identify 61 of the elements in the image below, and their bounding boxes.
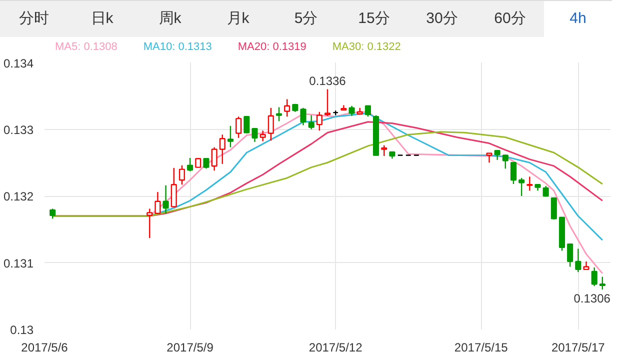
candlestick bbox=[219, 134, 226, 165]
y-tick-label: 0.133 bbox=[3, 122, 34, 137]
y-tick-label: 0.13 bbox=[10, 323, 34, 337]
candlestick bbox=[162, 184, 169, 214]
candlestick bbox=[308, 114, 314, 130]
text: 60分 bbox=[476, 1, 544, 37]
candlestick bbox=[567, 242, 574, 268]
candlestick bbox=[50, 208, 56, 220]
candlestick bbox=[575, 248, 582, 273]
candlestick bbox=[268, 107, 274, 142]
text: 15分 bbox=[340, 1, 408, 37]
candlestick bbox=[300, 107, 306, 126]
text: MA5: 0.1308 bbox=[55, 41, 118, 53]
candlestick bbox=[348, 105, 355, 116]
candlestick bbox=[550, 197, 557, 220]
y-tick-label: 0.131 bbox=[3, 256, 34, 270]
candlestick bbox=[187, 157, 194, 172]
text: MA20: 0.1319 bbox=[238, 41, 306, 53]
candlestick bbox=[518, 177, 525, 197]
x-tick-label: 2017/5/15 bbox=[454, 340, 508, 354]
candlestick bbox=[170, 167, 177, 208]
text: 分时 bbox=[0, 1, 68, 37]
candlestick bbox=[316, 111, 322, 132]
candlestick bbox=[486, 152, 492, 164]
candlestick bbox=[381, 144, 388, 157]
candlestick bbox=[211, 146, 218, 172]
text: 30分 bbox=[408, 1, 476, 37]
candlestick bbox=[284, 98, 290, 118]
candlestick bbox=[591, 266, 598, 287]
candlestick bbox=[494, 150, 500, 161]
candlestick bbox=[244, 115, 250, 134]
candlestick bbox=[260, 130, 266, 142]
candlestick bbox=[203, 158, 210, 170]
candlestick bbox=[364, 105, 371, 118]
candlestick bbox=[599, 276, 606, 290]
candlestick bbox=[178, 164, 185, 186]
candlestick bbox=[510, 162, 516, 185]
candlestick bbox=[236, 116, 242, 139]
y-tick-label: 0.132 bbox=[3, 190, 34, 204]
text: 4h bbox=[544, 1, 612, 37]
candlestick bbox=[146, 208, 153, 239]
candlestick bbox=[324, 88, 331, 116]
candlestick bbox=[227, 125, 234, 148]
text: 日k bbox=[68, 1, 136, 37]
y-tick-label: 0.134 bbox=[3, 56, 34, 70]
x-tick-label: 2017/5/6 bbox=[21, 340, 68, 354]
annotation: 0.1306 bbox=[574, 291, 611, 306]
x-tick-label: 2017/5/12 bbox=[308, 340, 363, 354]
x-tick-label: 2017/5/17 bbox=[551, 340, 606, 354]
text: 5分 bbox=[272, 1, 340, 37]
candlestick bbox=[526, 176, 533, 192]
x-tick-label: 2017/5/9 bbox=[166, 340, 214, 354]
candlestick bbox=[502, 154, 508, 170]
candlestick bbox=[276, 106, 282, 122]
candlestick bbox=[252, 128, 258, 143]
annotation: 0.1336 bbox=[309, 74, 346, 88]
candlestick bbox=[154, 191, 161, 214]
text: MA30: 0.1322 bbox=[332, 41, 401, 53]
text: 月k bbox=[204, 1, 272, 37]
text: MA10: 0.1313 bbox=[143, 41, 212, 53]
text: 周k bbox=[136, 1, 204, 37]
